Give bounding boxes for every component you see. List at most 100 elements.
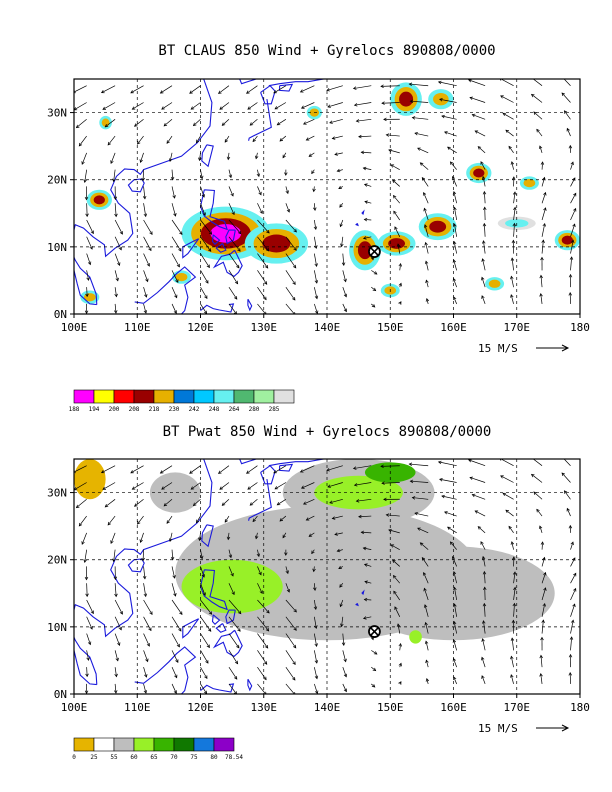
wind-vector xyxy=(163,499,173,507)
wind-vector-head xyxy=(423,604,428,608)
wind-vector-head xyxy=(398,642,403,647)
wind-vector-head xyxy=(381,481,385,485)
wind-vector xyxy=(171,633,180,648)
wind-vector-head xyxy=(284,552,288,556)
wind-vector xyxy=(508,526,514,534)
wind-vector xyxy=(505,509,514,517)
wind-vector xyxy=(482,258,486,271)
wind-vector-head xyxy=(265,247,270,252)
wind-vector xyxy=(340,219,344,227)
wind-vector xyxy=(570,177,576,187)
wind-vector-head xyxy=(372,287,377,292)
wind-vector xyxy=(228,583,235,595)
wind-vector xyxy=(193,119,201,126)
wind-vector-head xyxy=(341,642,346,646)
gyre-marker-cross xyxy=(370,247,379,256)
coastline xyxy=(201,144,214,168)
wind-vector-head xyxy=(510,257,515,261)
wind-vector xyxy=(450,161,457,170)
wind-vector xyxy=(508,146,514,154)
wind-vector xyxy=(570,588,577,601)
wind-vector xyxy=(414,132,429,137)
wind-vector-head xyxy=(134,503,138,507)
vector-scale-arrowhead xyxy=(561,344,570,352)
wind-vector-head xyxy=(113,690,118,694)
wind-vector xyxy=(200,219,212,235)
wind-vector-head xyxy=(236,644,240,649)
colorbar-swatch xyxy=(93,389,115,404)
wind-vector-head xyxy=(336,548,341,553)
wind-vector-head xyxy=(409,99,414,104)
wind-vector-head xyxy=(441,494,445,499)
wind-vector xyxy=(397,623,401,634)
wind-vector-head xyxy=(539,654,543,659)
wind-vector xyxy=(84,169,87,183)
wind-vector-head xyxy=(543,587,547,591)
wind-vector xyxy=(482,556,486,567)
wind-vector xyxy=(570,603,576,617)
wind-vector xyxy=(409,83,429,87)
wind-vector xyxy=(134,119,144,127)
colorbar-swatch xyxy=(213,737,235,752)
cloud-contour-blob xyxy=(523,178,536,188)
wind-vector xyxy=(481,295,486,305)
wind-vector-head xyxy=(339,204,343,208)
colorbar-label: 200 xyxy=(109,406,120,413)
wind-vector-head xyxy=(112,178,116,183)
wind-vector-head xyxy=(362,616,367,620)
wind-vector xyxy=(563,459,571,466)
wind-vector xyxy=(171,270,179,283)
wind-vector-head xyxy=(175,279,179,283)
wind-vector-head xyxy=(282,534,286,539)
wind-vector xyxy=(247,482,258,490)
wind-vector-head xyxy=(254,535,259,540)
wind-vector-head xyxy=(398,662,402,667)
x-tick-label: 100E xyxy=(61,701,88,714)
wind-vector xyxy=(500,95,514,103)
wind-vector-head xyxy=(481,675,485,679)
wind-vector xyxy=(143,219,153,235)
wind-vector-head xyxy=(480,161,484,165)
map-1-title: BT CLAUS 850 Wind + Gyrelocs 890808/0000 xyxy=(158,43,495,59)
wind-vector-head xyxy=(541,239,545,244)
wind-vector-head xyxy=(265,627,270,632)
wind-vector-head xyxy=(422,191,427,196)
wind-vector xyxy=(228,549,232,558)
wind-vector xyxy=(425,641,429,651)
wind-vector xyxy=(143,633,150,647)
wind-vector xyxy=(570,541,574,550)
wind-vector xyxy=(511,541,514,550)
wind-vector xyxy=(421,557,429,567)
wind-vector-head xyxy=(263,676,267,681)
wind-vector xyxy=(285,583,290,593)
wind-vector xyxy=(228,599,242,614)
wind-vector xyxy=(257,270,268,285)
wind-vector xyxy=(332,515,343,519)
wind-vector xyxy=(190,482,201,490)
wind-vector xyxy=(308,152,315,157)
wind-vector xyxy=(200,303,207,314)
wind-vector xyxy=(386,134,400,137)
wind-vector-head xyxy=(247,486,251,490)
wind-vector xyxy=(363,547,372,550)
wind-vector-head xyxy=(87,261,92,266)
wind-vector xyxy=(513,587,516,601)
wind-vector xyxy=(166,135,173,144)
wind-vector xyxy=(361,531,372,534)
colorbar-label: 208 xyxy=(129,406,140,413)
wind-vector xyxy=(143,236,152,251)
pwat-shaded-region xyxy=(149,472,201,513)
coastline xyxy=(211,234,221,245)
wind-vector xyxy=(200,169,203,179)
colorbar-swatch xyxy=(133,737,155,752)
wind-vector-head xyxy=(439,478,443,482)
wind-vector xyxy=(306,515,315,521)
wind-vector-head xyxy=(302,121,307,125)
wind-vector xyxy=(285,666,296,681)
wind-vector xyxy=(450,541,457,550)
wind-vector-head xyxy=(305,517,310,521)
wind-vector xyxy=(74,465,87,473)
wind-vector xyxy=(257,549,260,557)
wind-vector-head xyxy=(228,554,233,559)
